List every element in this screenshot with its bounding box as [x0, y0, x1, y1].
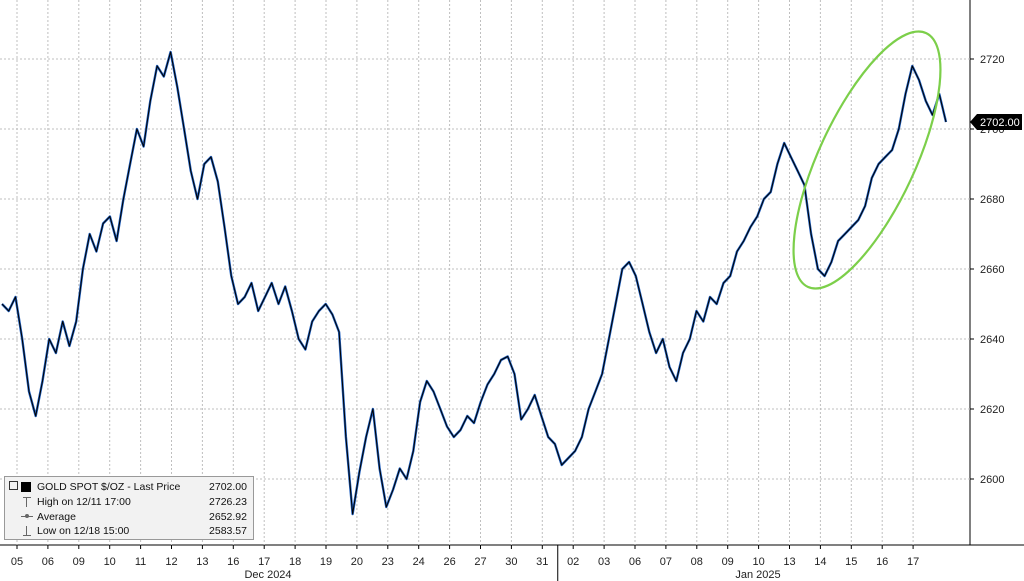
x-tick-label: 10: [752, 556, 764, 568]
legend-label-average: Average: [37, 511, 76, 523]
last-price-label: 2702.00: [980, 117, 1020, 129]
x-tick-label: 31: [536, 556, 548, 568]
legend-toggle-icon[interactable]: [9, 481, 18, 490]
x-tick-label: 09: [73, 556, 85, 568]
y-tick-label: 2600: [980, 474, 1004, 486]
legend-row-low: Low on 12/18 15:00 2583.57: [5, 524, 253, 538]
y-tick-label: 2620: [980, 404, 1004, 416]
x-group-label: Dec 2024: [244, 569, 291, 581]
legend-row-high: High on 12/11 17:00 2726.23: [5, 495, 253, 509]
x-tick-label: 17: [258, 556, 270, 568]
y-axis-panel: [970, 0, 1024, 545]
high-marker-icon: [23, 497, 31, 507]
x-axis-panel: [0, 545, 1024, 581]
legend-value-high: 2726.23: [209, 496, 247, 508]
x-tick-label: 20: [351, 556, 363, 568]
x-tick-label: 16: [227, 556, 239, 568]
legend: GOLD SPOT $/OZ - Last Price 2702.00 High…: [4, 476, 254, 540]
x-tick-label: 02: [567, 556, 579, 568]
x-tick-label: 03: [598, 556, 610, 568]
y-tick-label: 2680: [980, 194, 1004, 206]
x-tick-label: 23: [382, 556, 394, 568]
x-tick-label: 24: [413, 556, 425, 568]
legend-label-low: Low on 12/18 15:00: [37, 525, 130, 537]
x-tick-label: 08: [691, 556, 703, 568]
legend-value-average: 2652.92: [209, 511, 247, 523]
x-tick-label: 26: [443, 556, 455, 568]
x-tick-label: 05: [11, 556, 23, 568]
average-marker-icon: [21, 514, 33, 518]
x-group-label: Jan 2025: [735, 569, 780, 581]
x-tick-label: 16: [876, 556, 888, 568]
x-tick-label: 15: [845, 556, 857, 568]
x-tick-label: 17: [907, 556, 919, 568]
x-tick-label: 12: [165, 556, 177, 568]
low-marker-icon: [23, 526, 31, 536]
x-tick-label: 06: [629, 556, 641, 568]
last-price-tag: [970, 114, 1022, 130]
x-tick-label: 10: [104, 556, 116, 568]
plot-area: [0, 0, 970, 545]
legend-row-last: GOLD SPOT $/OZ - Last Price 2702.00: [5, 480, 253, 494]
legend-label-high: High on 12/11 17:00: [37, 496, 131, 508]
x-tick-label: 11: [135, 556, 146, 568]
x-tick-label: 14: [814, 556, 826, 568]
x-tick-label: 06: [42, 556, 54, 568]
legend-series-swatch-icon: [21, 482, 31, 492]
highlight-ellipse: [792, 30, 942, 290]
legend-label-last: GOLD SPOT $/OZ - Last Price: [37, 481, 181, 493]
x-tick-label: 18: [289, 556, 301, 568]
x-tick-label: 09: [722, 556, 734, 568]
x-tick-label: 13: [783, 556, 795, 568]
y-tick-label: 2660: [980, 264, 1004, 276]
legend-row-average: Average 2652.92: [5, 510, 253, 524]
x-tick-label: 30: [505, 556, 517, 568]
series-line: [1, 51, 947, 515]
x-tick-label: 13: [196, 556, 208, 568]
y-tick-label: 2640: [980, 334, 1004, 346]
x-tick-label: 07: [660, 556, 672, 568]
y-tick-label: 2720: [980, 54, 1004, 66]
x-tick-label: 27: [474, 556, 486, 568]
legend-value-last: 2702.00: [209, 481, 247, 493]
x-tick-label: 19: [320, 556, 332, 568]
legend-value-low: 2583.57: [209, 525, 247, 537]
